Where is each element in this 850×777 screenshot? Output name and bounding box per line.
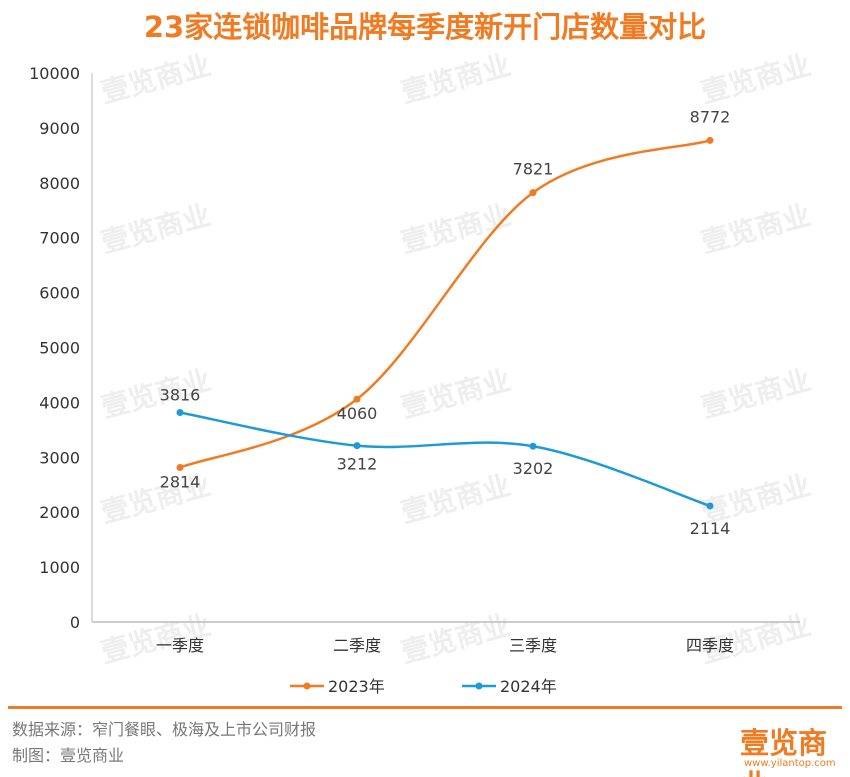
- y-tick-label: 8000: [39, 174, 80, 193]
- maker-note: 制图：壹览商业: [12, 746, 125, 765]
- x-tick-label: 四季度: [686, 636, 734, 655]
- x-tick-label: 二季度: [333, 636, 381, 655]
- y-tick-label: 4000: [39, 393, 80, 412]
- y-tick-label: 2000: [39, 503, 80, 522]
- y-tick-label: 6000: [39, 284, 80, 303]
- legend-label: 2024年: [500, 677, 557, 696]
- source-note: 数据来源：窄门餐眼、极海及上市公司财报: [12, 720, 317, 739]
- data-label: 8772: [690, 107, 731, 126]
- series-line-2023年: [179, 139, 711, 469]
- legend-marker: [475, 682, 483, 690]
- data-label: 2814: [160, 473, 201, 492]
- y-tick-label: 3000: [39, 448, 80, 467]
- y-tick-label: 5000: [39, 339, 80, 358]
- watermark: 壹览商业: [398, 363, 515, 424]
- x-tick-label: 一季度: [156, 636, 204, 655]
- data-label: 3816: [160, 386, 201, 405]
- watermark: 壹览商业: [398, 468, 515, 529]
- y-tick-label: 0: [70, 613, 80, 632]
- data-label: 3212: [337, 455, 378, 474]
- y-tick-label: 9000: [39, 119, 80, 138]
- data-point: [176, 409, 184, 417]
- footer-divider: [8, 706, 842, 709]
- data-point: [529, 189, 537, 197]
- brand-logo: 壹览商业: [740, 726, 828, 777]
- y-tick-label: 1000: [39, 558, 80, 577]
- data-label: 7821: [513, 160, 554, 179]
- watermark: 壹览商业: [398, 608, 515, 669]
- y-tick-label: 7000: [39, 229, 80, 248]
- data-point: [706, 502, 714, 510]
- legend-label: 2023年: [328, 677, 385, 696]
- data-point: [353, 442, 361, 450]
- x-tick-label: 三季度: [509, 636, 557, 655]
- data-point: [176, 464, 184, 472]
- data-point: [706, 136, 714, 144]
- data-point: [529, 442, 537, 450]
- data-label: 3202: [513, 459, 554, 478]
- data-label: 2114: [690, 519, 731, 538]
- data-label: 4060: [337, 404, 378, 423]
- watermark: 壹览商业: [698, 198, 815, 259]
- data-point: [353, 395, 361, 403]
- watermark: 壹览商业: [98, 48, 215, 109]
- watermark: 壹览商业: [698, 48, 815, 109]
- watermark: 壹览商业: [98, 198, 215, 259]
- chart-title: 23家连锁咖啡品牌每季度新开门店数量对比: [143, 10, 707, 44]
- watermark: 壹览商业: [398, 48, 515, 109]
- series-line-2024年: [179, 411, 711, 508]
- y-tick-label: 10000: [29, 64, 80, 83]
- watermark: 壹览商业: [698, 363, 815, 424]
- legend-marker: [303, 682, 311, 690]
- brand-url: www.yilantop.com: [744, 758, 836, 769]
